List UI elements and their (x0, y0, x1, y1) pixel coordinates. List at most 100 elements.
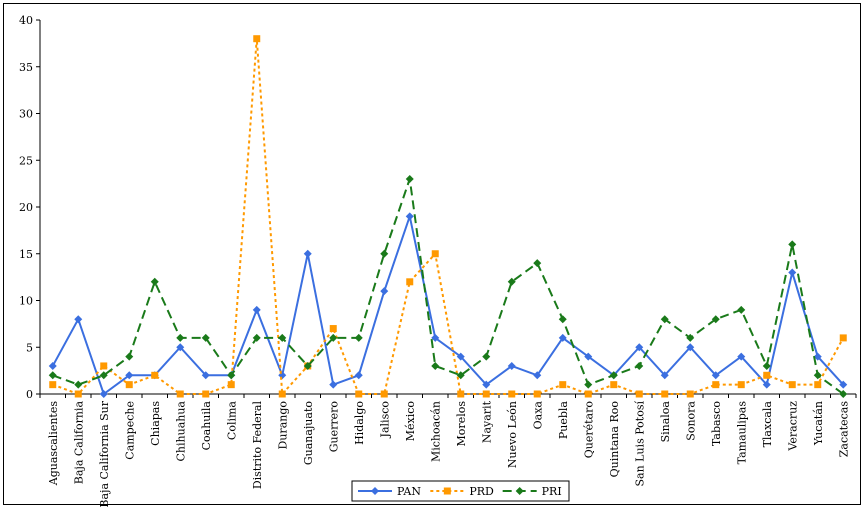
data-point-pri (99, 371, 108, 380)
data-point-pan (380, 287, 389, 296)
data-point-pri (227, 371, 236, 380)
x-tick-label: Aguascalientes (47, 401, 60, 487)
legend-label-pan: PAN (397, 485, 421, 498)
data-point-prd (227, 381, 235, 389)
data-point-pan (737, 352, 746, 361)
data-point-prd (406, 278, 414, 286)
y-tick-label: 10 (19, 295, 33, 308)
data-point-pan (533, 371, 542, 380)
x-tick-label: Tabasco (710, 401, 723, 446)
data-point-pan (839, 380, 848, 389)
x-tick-label: Tlaxcala (761, 401, 774, 448)
x-tick-label: Quintana Roo (608, 401, 621, 478)
data-point-pan (711, 371, 720, 380)
data-point-pri (74, 380, 83, 389)
x-tick-label: Guerrero (327, 401, 340, 453)
data-point-pri (839, 390, 848, 398)
data-point-pri (380, 249, 389, 258)
data-point-pan (176, 343, 185, 352)
data-point-prd (839, 334, 847, 342)
data-point-pri (635, 361, 644, 370)
data-point-prd (635, 390, 643, 398)
data-point-prd (380, 390, 388, 398)
data-point-pan (278, 371, 287, 380)
x-tick-label: Chihuahua (174, 401, 187, 462)
legend-marker-pan (371, 487, 379, 495)
data-point-prd (253, 35, 261, 43)
x-tick-label: Baja California Sur (98, 400, 111, 507)
x-axis: Aguascalientes Baja California Baja Califo… (39, 393, 857, 508)
data-point-pri (482, 352, 491, 361)
data-point-prd (559, 381, 567, 389)
series-lines (48, 35, 848, 398)
series-line-pan (51, 212, 844, 396)
data-point-pri (176, 333, 185, 342)
legend-label-prd: PRD (469, 485, 494, 498)
data-point-pan (507, 361, 516, 370)
data-point-pan (456, 352, 465, 361)
x-tick-label: Baja California (72, 401, 85, 485)
data-point-prd (457, 390, 465, 398)
data-point-pri (125, 352, 134, 361)
data-point-pan (558, 333, 567, 342)
data-point-prd (49, 381, 57, 389)
series-pan (48, 212, 848, 398)
data-point-prd (176, 390, 184, 398)
data-point-prd (763, 371, 771, 379)
x-tick-label: Oaxa (531, 401, 544, 430)
data-point-pri (354, 333, 363, 342)
data-point-pri (507, 277, 516, 286)
data-point-prd (533, 390, 541, 398)
data-point-prd (788, 381, 796, 389)
data-point-pan (405, 212, 414, 221)
data-point-pri (686, 333, 695, 342)
data-point-pan (125, 371, 134, 380)
x-tick-label: Jalisco (378, 401, 391, 439)
data-point-prd (737, 381, 745, 389)
y-tick-label: 0 (26, 388, 33, 401)
series-line-pri (52, 178, 844, 395)
data-point-pan (788, 268, 797, 277)
data-point-prd (202, 390, 210, 398)
x-tick-label: Distrito Federal (251, 401, 264, 490)
data-point-prd (661, 390, 669, 398)
x-tick-label: México (404, 401, 417, 442)
data-point-pri (762, 361, 771, 370)
y-tick-label: 30 (19, 108, 33, 121)
data-point-prd (278, 390, 286, 398)
y-tick-label: 35 (19, 61, 33, 74)
data-point-pan (99, 390, 108, 398)
data-point-pri (456, 371, 465, 380)
y-tick-label: 20 (19, 201, 33, 214)
data-point-prd (610, 381, 618, 389)
data-point-prd (151, 371, 159, 379)
x-tick-label: Sonora (684, 401, 697, 441)
x-tick-label: Nayarit (480, 400, 493, 443)
x-tick-label: Chiapas (149, 401, 162, 446)
legend-marker-pri (515, 487, 524, 495)
data-point-pri (329, 333, 338, 342)
data-point-pan (686, 343, 695, 352)
data-point-pri (150, 277, 159, 286)
data-point-prd (508, 390, 516, 398)
x-tick-label: Guanajuato (302, 401, 315, 466)
data-point-pri (278, 333, 287, 342)
data-point-pri (660, 315, 669, 324)
data-point-prd (584, 390, 592, 398)
x-tick-label: Yucatán (812, 401, 825, 446)
data-point-pri (558, 315, 567, 324)
data-point-prd (431, 250, 439, 258)
x-tick-label: San Luis Potosí (633, 401, 646, 487)
x-tick-label: Puebla (557, 401, 570, 440)
data-point-prd (74, 390, 82, 398)
data-point-pri (303, 361, 312, 370)
data-point-pan (48, 361, 57, 370)
x-tick-label: Tamaulipas (735, 401, 748, 465)
y-tick-label: 5 (26, 341, 33, 354)
data-point-pan (660, 371, 669, 380)
x-tick-label: Querétaro (582, 401, 595, 459)
data-point-pri (711, 315, 720, 324)
x-tick-label: Michoacán (429, 401, 442, 462)
x-tick-label: Coahuila (200, 401, 213, 451)
